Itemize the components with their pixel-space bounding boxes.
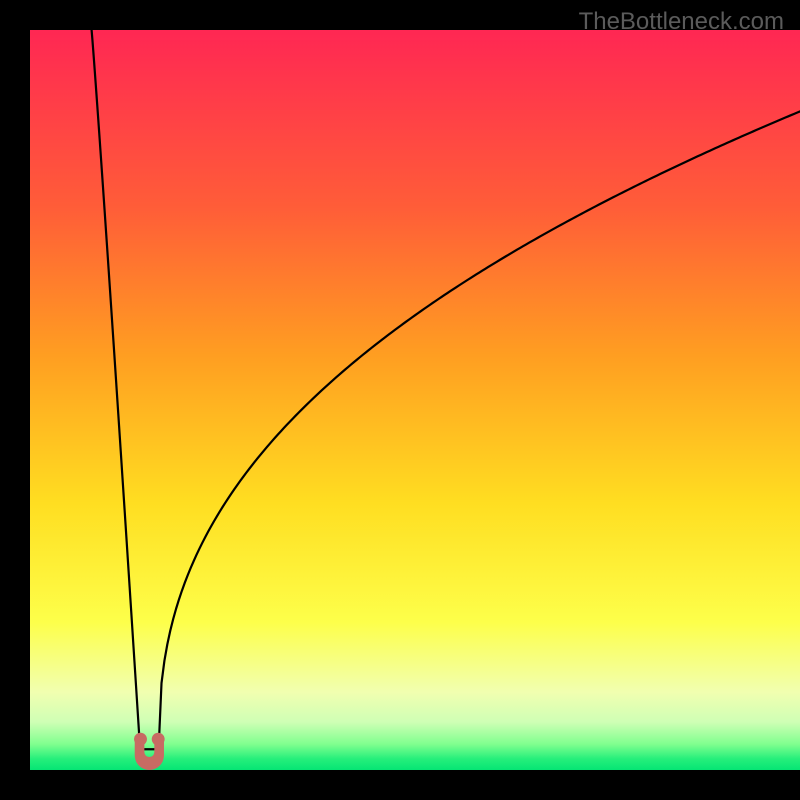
optimal-point-marker-lobe — [134, 733, 147, 746]
bottleneck-chart — [0, 0, 800, 800]
optimal-point-marker-lobe — [152, 733, 165, 746]
chart-container: TheBottleneck.com — [0, 0, 800, 800]
watermark-text: TheBottleneck.com — [579, 8, 784, 36]
heat-gradient-background — [30, 30, 800, 770]
